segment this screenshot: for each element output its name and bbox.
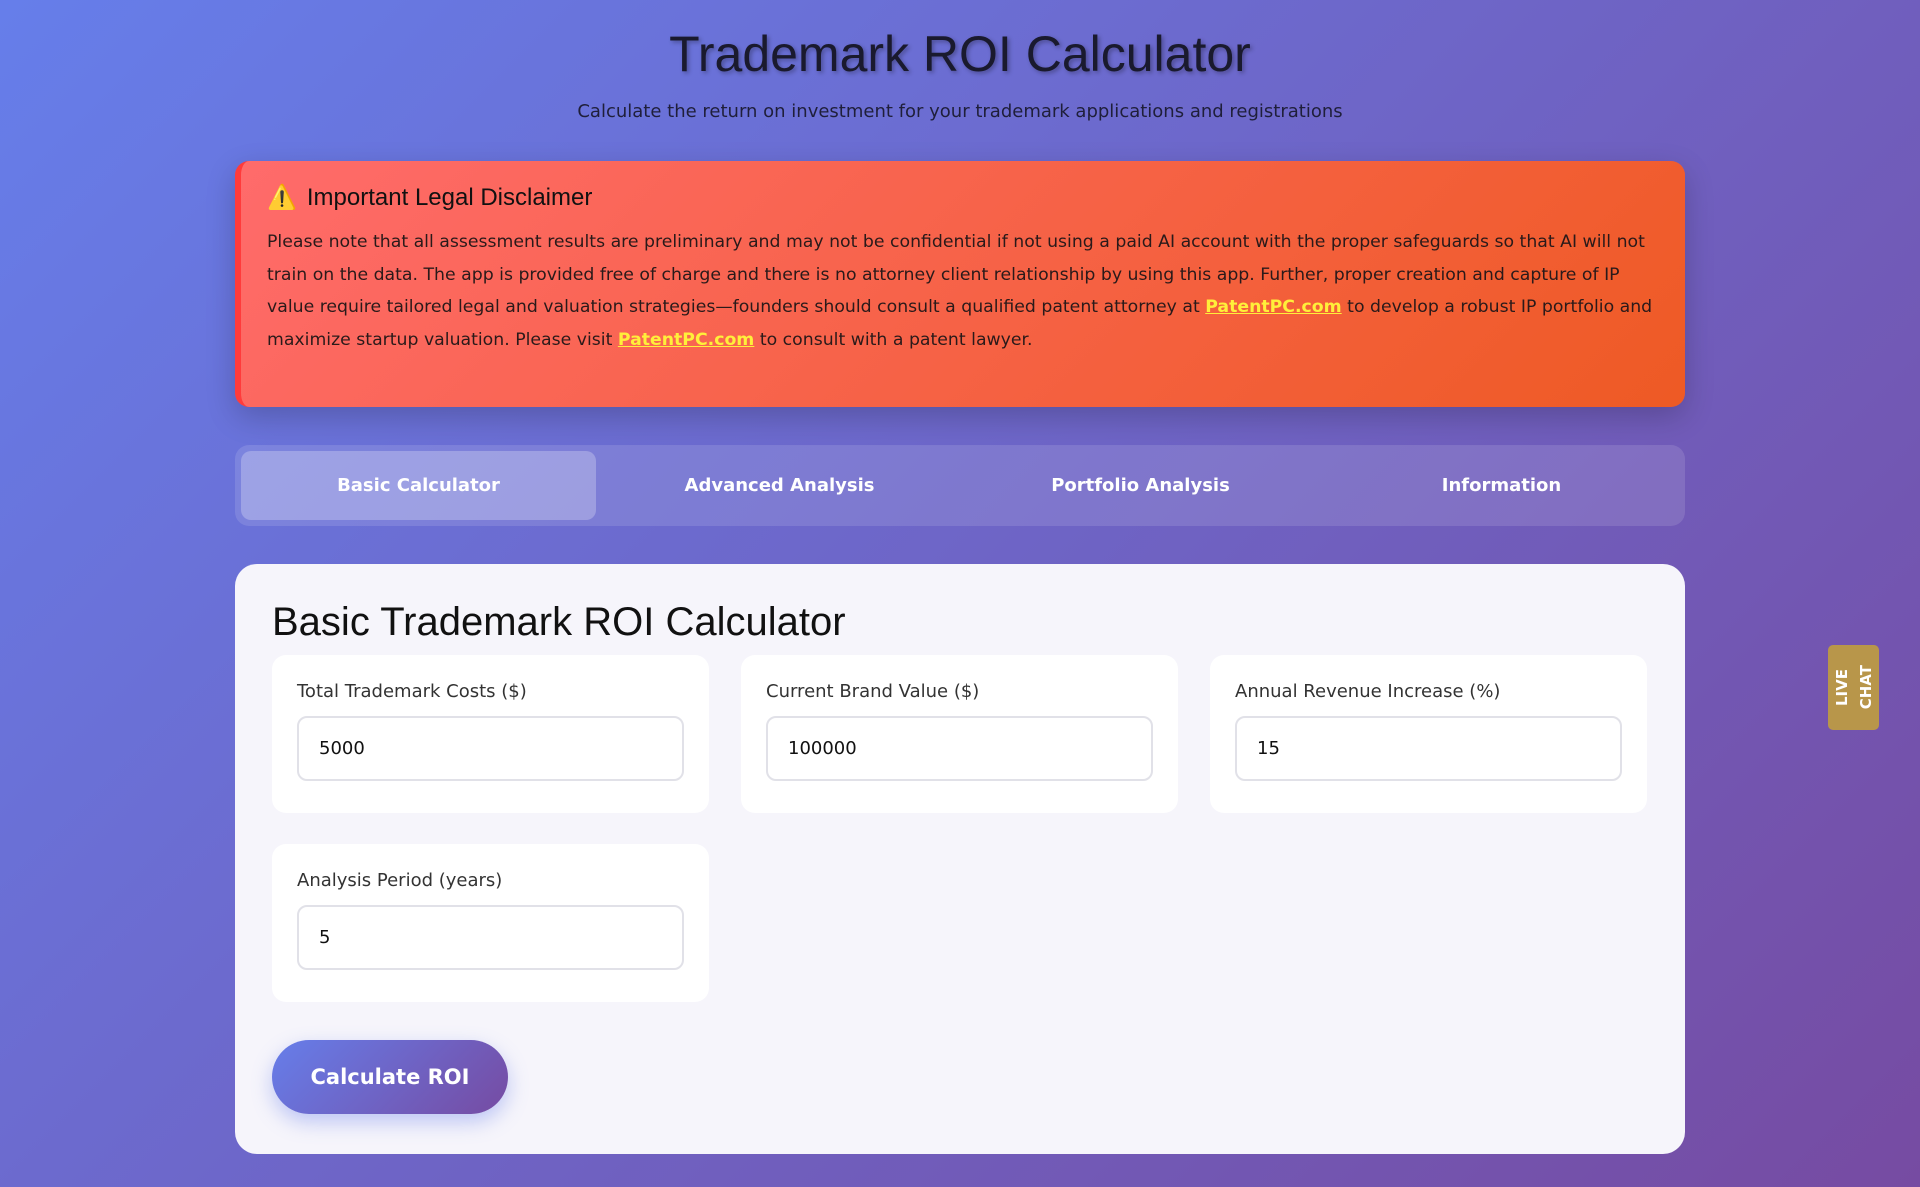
legal-disclaimer: ⚠️ Important Legal Disclaimer Please note… — [235, 161, 1685, 407]
brand-value-label: Current Brand Value ($) — [766, 681, 980, 702]
analysis-period-label: Analysis Period (years) — [297, 870, 503, 891]
tab-portfolio-analysis[interactable]: Portfolio Analysis — [1051, 475, 1230, 496]
disclaimer-text-3: to consult with a patent lawyer. — [754, 329, 1033, 350]
calculate-roi-button[interactable]: Calculate ROI — [272, 1040, 508, 1114]
page-title: Trademark ROI Calculator — [669, 26, 1251, 82]
page-subtitle: Calculate the return on investment for y… — [577, 101, 1343, 122]
patentpc-link-1[interactable]: PatentPC.com — [1205, 297, 1342, 317]
tab-bar: Basic Calculator Advanced Analysis Portf… — [235, 445, 1685, 526]
tab-basic-calculator[interactable]: Basic Calculator — [241, 451, 596, 520]
disclaimer-heading: ⚠️ Important Legal Disclaimer — [267, 183, 1659, 212]
brand-value-input[interactable] — [766, 716, 1153, 781]
field-revenue-increase: Annual Revenue Increase (%) — [1210, 655, 1647, 813]
total-costs-label: Total Trademark Costs ($) — [297, 681, 527, 702]
form-grid: Total Trademark Costs ($) Current Brand … — [272, 655, 1648, 1002]
calculator-title: Basic Trademark ROI Calculator — [272, 600, 846, 644]
field-total-costs: Total Trademark Costs ($) — [272, 655, 709, 813]
live-chat-button[interactable]: LIVE CHAT — [1828, 645, 1879, 730]
calculator-card: Basic Trademark ROI Calculator Total Tra… — [235, 564, 1685, 1154]
live-chat-label-1: LIVE — [1832, 669, 1851, 706]
patentpc-link-2[interactable]: PatentPC.com — [617, 329, 755, 350]
disclaimer-text-1: Please note that all assessment results … — [267, 232, 1645, 317]
disclaimer-text: Please note that all assessment results … — [267, 226, 1659, 356]
tab-advanced-analysis[interactable]: Advanced Analysis — [684, 475, 875, 496]
field-analysis-period: Analysis Period (years) — [272, 844, 709, 1002]
revenue-increase-label: Annual Revenue Increase (%) — [1235, 681, 1501, 702]
page: Trademark ROI Calculator Calculate the r… — [235, 0, 1685, 1154]
warning-icon: ⚠️ — [267, 184, 297, 211]
tab-information[interactable]: Information — [1441, 475, 1562, 496]
total-costs-input[interactable] — [297, 716, 684, 781]
field-brand-value: Current Brand Value ($) — [741, 655, 1178, 813]
live-chat-label-2: CHAT — [1856, 665, 1875, 710]
disclaimer-text-2: to develop a robust IP portfolio and max… — [267, 297, 1653, 350]
disclaimer-title: Important Legal Disclaimer — [306, 183, 593, 211]
analysis-period-input[interactable] — [297, 905, 684, 970]
revenue-increase-input[interactable] — [1235, 716, 1622, 781]
